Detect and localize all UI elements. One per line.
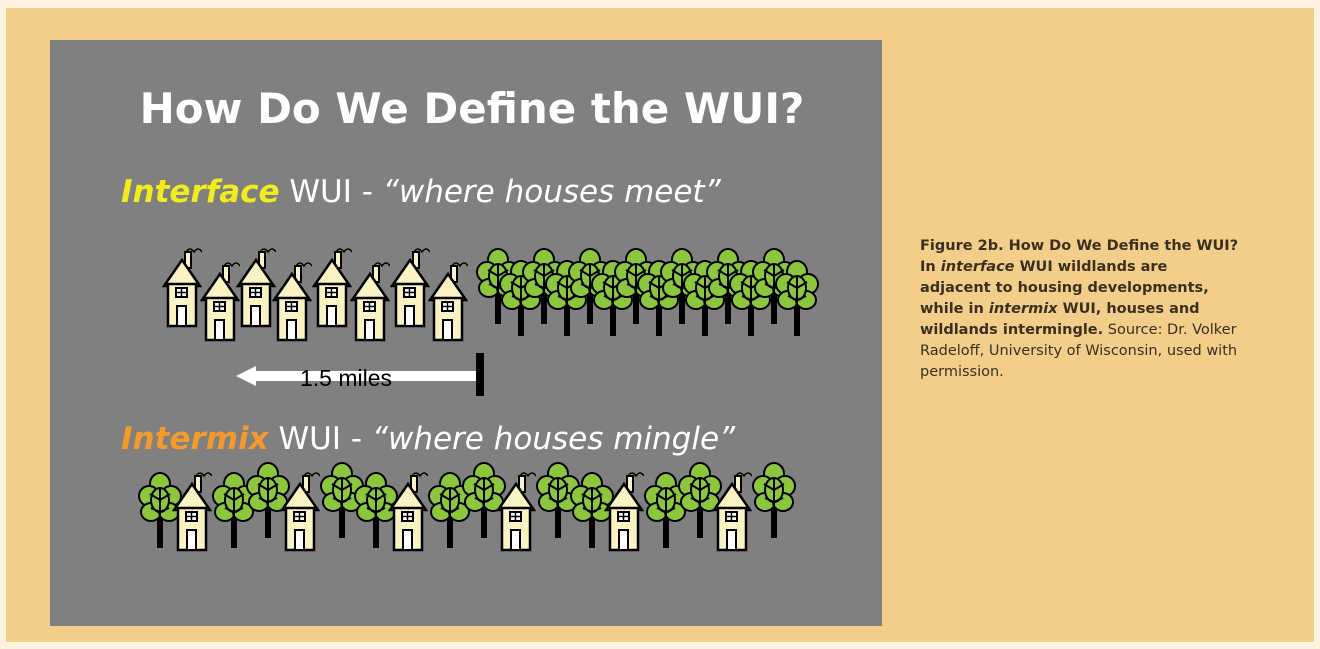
caption-bold: WUI wildlands are adjacent to housing de… bbox=[920, 259, 1209, 317]
figure-caption: Figure 2b. How Do We Define the WUI? In … bbox=[920, 236, 1240, 383]
intermix-text: WUI - bbox=[269, 421, 372, 457]
intermix-line: Intermix WUI - “where houses mingle” bbox=[121, 421, 736, 457]
caption-source: Source: Dr. Volker Radeloff, University … bbox=[920, 322, 1238, 380]
slide-title: How Do We Define the WUI? bbox=[140, 84, 805, 133]
intermix-quote: “where houses mingle” bbox=[372, 421, 736, 457]
interface-term: Interface bbox=[121, 174, 280, 210]
slide: How Do We Define the WUI? Interface WUI … bbox=[50, 40, 882, 626]
caption-bold: Figure 2b. How Do We Define the WUI? In bbox=[920, 238, 1239, 275]
intermix-term: Intermix bbox=[121, 421, 270, 457]
caption-term: interface bbox=[940, 259, 1015, 275]
interface-quote: “where houses meet” bbox=[383, 174, 722, 210]
distance-label: 1.5 miles bbox=[300, 365, 392, 391]
caption-term: intermix bbox=[988, 301, 1058, 317]
distance-arrow bbox=[236, 366, 476, 386]
page: How Do We Define the WUI? Interface WUI … bbox=[6, 8, 1314, 642]
interface-text: WUI - bbox=[280, 174, 383, 210]
caption-bold: WUI, houses and wildlands intermingle. bbox=[920, 301, 1200, 338]
interface-line: Interface WUI - “where houses meet” bbox=[121, 174, 722, 210]
boundary-marker bbox=[476, 353, 484, 396]
